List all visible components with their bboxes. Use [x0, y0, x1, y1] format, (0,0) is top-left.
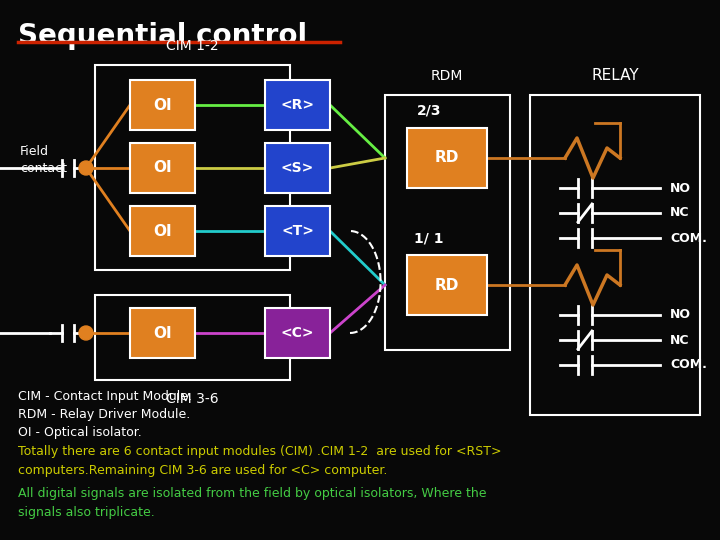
Text: NC: NC — [670, 206, 690, 219]
Text: Sequential control: Sequential control — [18, 22, 307, 50]
Text: OI - Optical isolator.: OI - Optical isolator. — [18, 426, 142, 439]
Text: NO: NO — [670, 308, 691, 321]
Bar — [265, 206, 330, 256]
Text: NC: NC — [670, 334, 690, 347]
Text: OI: OI — [153, 160, 172, 176]
Text: COM.: COM. — [670, 232, 707, 245]
Text: Totally there are 6 contact input modules (CIM) .CIM 1-2  are used for <RST>: Totally there are 6 contact input module… — [18, 445, 502, 458]
Text: CIM - Contact Input Module.: CIM - Contact Input Module. — [18, 390, 192, 403]
Text: <S>: <S> — [281, 161, 314, 175]
Bar — [95, 65, 290, 270]
Text: RDM - Relay Driver Module.: RDM - Relay Driver Module. — [18, 408, 190, 421]
Bar — [407, 128, 487, 188]
Bar — [265, 80, 330, 130]
Text: signals also triplicate.: signals also triplicate. — [18, 506, 155, 519]
Text: Field
contact: Field contact — [20, 145, 67, 175]
Text: All digital signals are isolated from the field by optical isolators, Where the: All digital signals are isolated from th… — [18, 487, 487, 500]
Text: <R>: <R> — [281, 98, 315, 112]
Bar — [530, 95, 700, 415]
Text: CIM 3-6: CIM 3-6 — [166, 392, 218, 406]
Text: RELAY: RELAY — [591, 68, 639, 83]
Bar — [265, 308, 330, 358]
Text: RD: RD — [435, 151, 459, 165]
Bar — [265, 143, 330, 193]
Text: OI: OI — [153, 98, 172, 112]
Text: computers.Remaining CIM 3-6 are used for <C> computer.: computers.Remaining CIM 3-6 are used for… — [18, 464, 387, 477]
Text: NO: NO — [670, 181, 691, 194]
Text: OI: OI — [153, 224, 172, 239]
Text: <T>: <T> — [281, 224, 314, 238]
Text: OI: OI — [153, 326, 172, 341]
Bar — [385, 95, 510, 350]
Bar — [130, 80, 195, 130]
Bar — [130, 143, 195, 193]
Text: 2/3: 2/3 — [417, 104, 441, 118]
Bar — [130, 308, 195, 358]
Text: COM.: COM. — [670, 359, 707, 372]
Circle shape — [79, 161, 93, 175]
Text: 1/ 1: 1/ 1 — [414, 231, 444, 245]
Bar — [95, 295, 290, 380]
Text: <C>: <C> — [281, 326, 314, 340]
Text: RD: RD — [435, 278, 459, 293]
Bar — [130, 206, 195, 256]
Bar — [407, 255, 487, 315]
Text: CIM 1-2: CIM 1-2 — [166, 39, 218, 53]
Text: RDM: RDM — [431, 69, 463, 83]
Circle shape — [79, 326, 93, 340]
